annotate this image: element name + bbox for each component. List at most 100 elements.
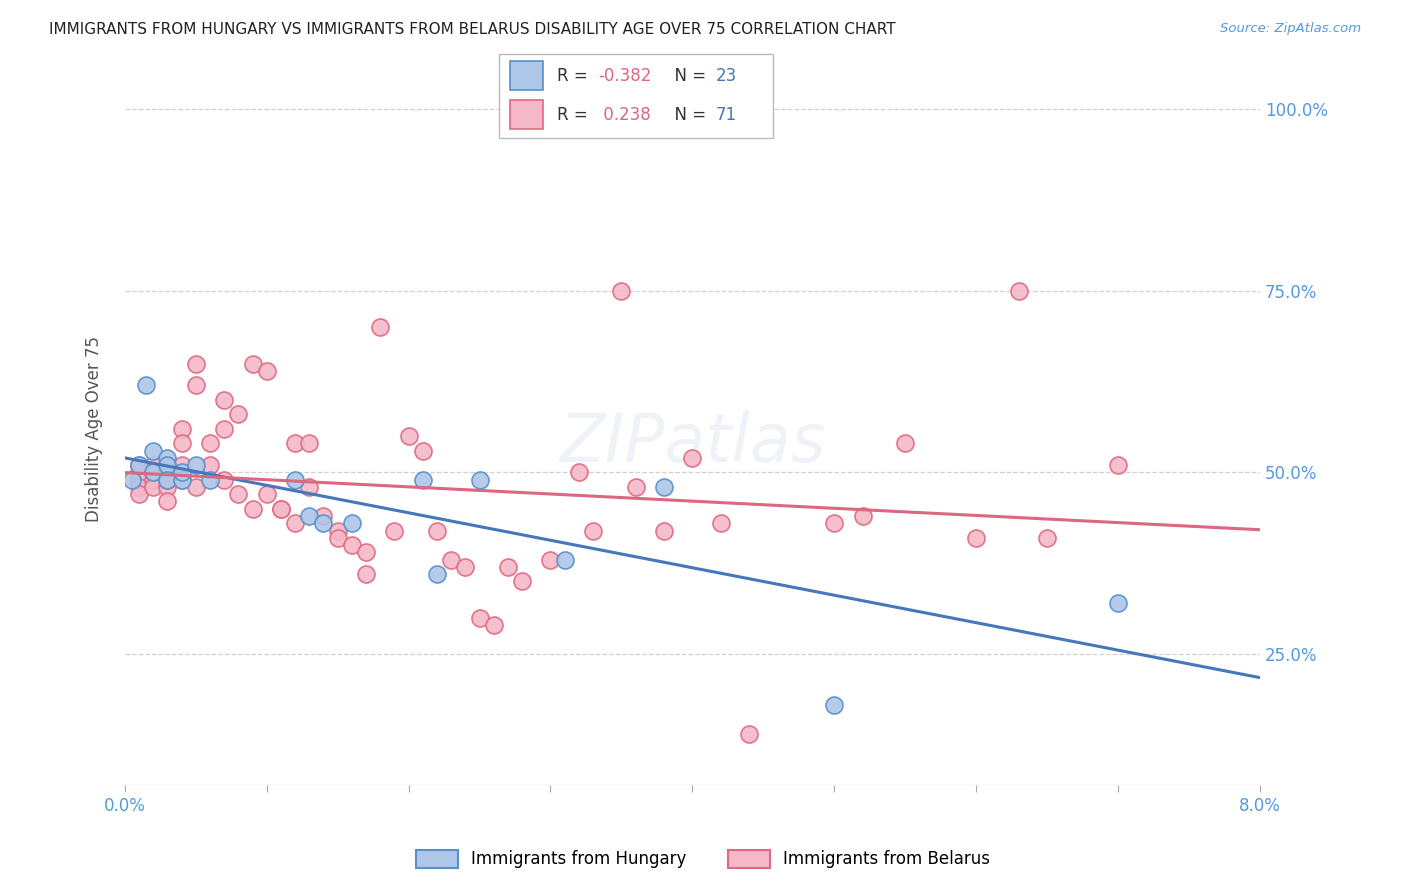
Text: 0.238: 0.238: [598, 105, 651, 123]
FancyBboxPatch shape: [510, 100, 543, 129]
Point: [128, 480, 150, 494]
Point: [156, 458, 179, 473]
Point: [184, 458, 207, 473]
Point: [156, 466, 179, 480]
Point: [228, 408, 250, 422]
Point: [1107, 458, 1129, 473]
Point: [312, 516, 335, 531]
Point: [156, 480, 179, 494]
Point: [354, 545, 377, 559]
FancyBboxPatch shape: [510, 62, 543, 90]
Point: [710, 516, 733, 531]
Point: [142, 473, 165, 487]
Point: [568, 466, 591, 480]
Point: [142, 480, 165, 494]
Point: [284, 436, 307, 450]
Point: [852, 509, 875, 524]
Point: [610, 284, 633, 298]
Point: [170, 466, 193, 480]
Point: [142, 458, 165, 473]
Point: [256, 487, 278, 501]
Point: [142, 466, 165, 480]
Point: [468, 473, 491, 487]
Point: [198, 436, 221, 450]
Point: [823, 698, 845, 712]
Point: [738, 727, 761, 741]
Point: [228, 487, 250, 501]
Text: R =: R =: [557, 67, 593, 85]
Point: [1107, 596, 1129, 610]
Point: [681, 450, 703, 465]
Point: [468, 610, 491, 624]
Point: [412, 443, 434, 458]
Point: [510, 574, 533, 589]
Point: [142, 466, 165, 480]
Point: [894, 436, 917, 450]
Point: [156, 450, 179, 465]
Point: [298, 480, 321, 494]
Point: [212, 473, 235, 487]
Point: [482, 618, 505, 632]
Y-axis label: Disability Age Over 75: Disability Age Over 75: [86, 336, 103, 522]
Point: [170, 436, 193, 450]
Point: [326, 524, 349, 538]
Point: [582, 524, 605, 538]
Point: [340, 538, 363, 552]
Point: [170, 473, 193, 487]
Point: [184, 357, 207, 371]
Point: [652, 480, 675, 494]
Point: [242, 501, 264, 516]
Legend: Immigrants from Hungary, Immigrants from Belarus: Immigrants from Hungary, Immigrants from…: [408, 841, 998, 877]
Text: ZIPatlas: ZIPatlas: [560, 410, 825, 476]
Point: [496, 559, 519, 574]
Point: [354, 567, 377, 582]
Point: [284, 473, 307, 487]
Text: 23: 23: [716, 67, 737, 85]
Point: [426, 567, 449, 582]
Point: [128, 473, 150, 487]
Point: [256, 364, 278, 378]
Point: [326, 531, 349, 545]
Point: [142, 443, 165, 458]
Point: [135, 378, 157, 392]
Point: [965, 531, 987, 545]
Point: [823, 516, 845, 531]
Point: [298, 436, 321, 450]
Point: [652, 524, 675, 538]
Point: [184, 480, 207, 494]
Point: [270, 501, 292, 516]
Text: -0.382: -0.382: [598, 67, 651, 85]
Point: [128, 487, 150, 501]
Point: [284, 516, 307, 531]
Point: [198, 458, 221, 473]
Point: [212, 392, 235, 407]
Text: N =: N =: [664, 105, 711, 123]
Point: [212, 422, 235, 436]
Point: [128, 466, 150, 480]
Point: [128, 458, 150, 473]
FancyBboxPatch shape: [499, 54, 773, 138]
Point: [170, 473, 193, 487]
Point: [170, 422, 193, 436]
Point: [340, 516, 363, 531]
Point: [412, 473, 434, 487]
Text: N =: N =: [664, 67, 711, 85]
Point: [440, 552, 463, 566]
Point: [156, 494, 179, 508]
Point: [242, 357, 264, 371]
Point: [554, 552, 576, 566]
Text: R =: R =: [557, 105, 593, 123]
Text: IMMIGRANTS FROM HUNGARY VS IMMIGRANTS FROM BELARUS DISABILITY AGE OVER 75 CORREL: IMMIGRANTS FROM HUNGARY VS IMMIGRANTS FR…: [49, 22, 896, 37]
Point: [298, 509, 321, 524]
Point: [368, 320, 391, 334]
Point: [128, 458, 150, 473]
Text: Source: ZipAtlas.com: Source: ZipAtlas.com: [1220, 22, 1361, 36]
Point: [184, 378, 207, 392]
Point: [398, 429, 420, 443]
Point: [426, 524, 449, 538]
Point: [270, 501, 292, 516]
Point: [312, 509, 335, 524]
Point: [156, 473, 179, 487]
Point: [198, 473, 221, 487]
Point: [454, 559, 477, 574]
